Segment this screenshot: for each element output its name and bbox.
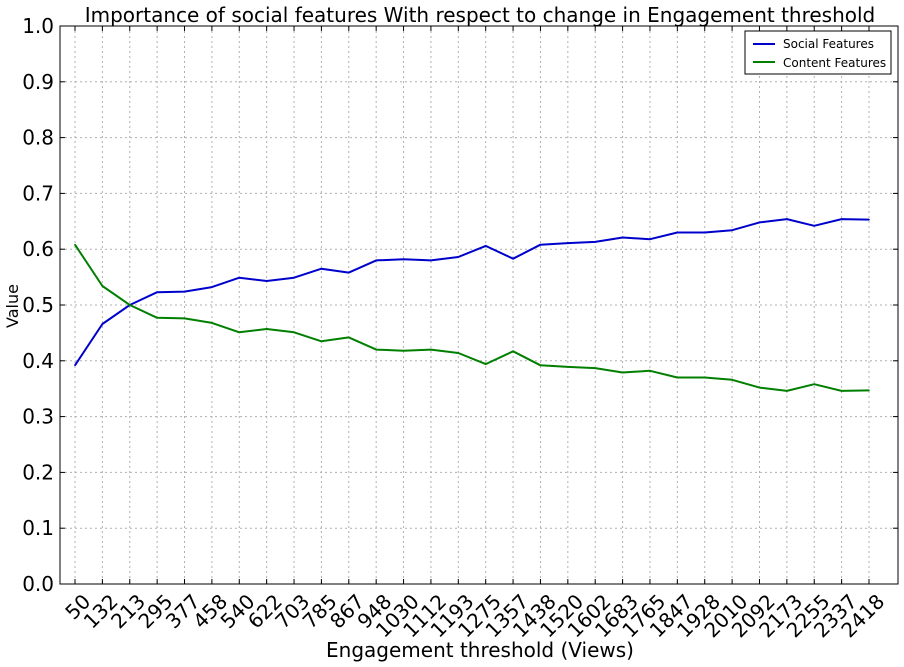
y-tick-label: 1.0 bbox=[22, 14, 54, 38]
data-point-social-features bbox=[375, 259, 377, 262]
data-point-content-features bbox=[567, 366, 569, 368]
data-point-social-features bbox=[786, 218, 788, 220]
grid-lines bbox=[60, 26, 898, 584]
data-point-social-features bbox=[840, 218, 843, 220]
data-point-social-features bbox=[320, 267, 323, 270]
y-tick-label: 0.6 bbox=[22, 237, 54, 261]
data-point-content-features bbox=[786, 390, 788, 392]
data-point-content-features bbox=[868, 389, 870, 392]
data-point-social-features bbox=[156, 291, 158, 293]
data-point-social-features bbox=[457, 256, 460, 258]
data-point-content-features bbox=[539, 364, 542, 367]
data-point-social-features bbox=[430, 259, 432, 262]
y-axis-ticks: 0.0 0.1 0.2 0.3 0.4 0.5 0.6 0.7 0.8 0.9 1.0 bbox=[22, 14, 898, 596]
legend: Social Features Content Features bbox=[744, 30, 892, 75]
x-axis-ticks: 5013221329537745854062270378586794810301… bbox=[60, 26, 889, 642]
data-point-content-features bbox=[402, 349, 405, 352]
data-point-social-features bbox=[101, 323, 104, 325]
data-point-content-features bbox=[840, 390, 843, 392]
series-lines bbox=[74, 218, 870, 392]
data-point-social-features bbox=[293, 276, 295, 279]
data-point-content-features bbox=[621, 371, 624, 374]
data-point-social-features bbox=[74, 364, 76, 367]
chart-title: Importance of social features With respe… bbox=[85, 3, 876, 27]
legend-label-content-features: Content Features bbox=[783, 56, 886, 70]
data-point-content-features bbox=[320, 340, 323, 343]
y-tick-label: 0.9 bbox=[22, 70, 54, 94]
data-point-content-features bbox=[211, 322, 213, 324]
data-point-social-features bbox=[649, 238, 651, 240]
y-tick-label: 0.7 bbox=[22, 181, 54, 205]
data-point-content-features bbox=[457, 352, 460, 354]
x-axis-label: Engagement threshold (Views) bbox=[326, 638, 634, 662]
data-point-content-features bbox=[128, 304, 131, 306]
data-point-social-features bbox=[676, 231, 679, 234]
data-point-social-features bbox=[758, 221, 761, 224]
data-point-social-features bbox=[238, 276, 241, 279]
data-point-content-features bbox=[484, 363, 487, 365]
data-point-content-features bbox=[238, 331, 241, 334]
data-point-content-features bbox=[649, 370, 651, 372]
data-point-social-features bbox=[567, 242, 569, 244]
data-point-content-features bbox=[265, 328, 268, 330]
series-line-content-features bbox=[74, 244, 870, 392]
y-tick-label: 0.4 bbox=[22, 349, 54, 373]
data-point-social-features bbox=[512, 257, 514, 260]
data-point-social-features bbox=[594, 241, 597, 243]
series-line-social-features bbox=[74, 218, 870, 366]
data-point-content-features bbox=[512, 350, 514, 353]
data-point-content-features bbox=[703, 376, 706, 379]
data-point-content-features bbox=[758, 386, 761, 389]
data-point-social-features bbox=[731, 229, 733, 232]
data-point-content-features bbox=[293, 331, 295, 334]
data-point-social-features bbox=[183, 290, 186, 293]
data-point-social-features bbox=[703, 231, 706, 234]
data-point-content-features bbox=[183, 317, 186, 320]
data-point-social-features bbox=[868, 218, 870, 221]
data-point-content-features bbox=[676, 376, 679, 379]
y-tick-label: 0.3 bbox=[22, 405, 54, 429]
legend-box bbox=[744, 30, 892, 75]
y-tick-label: 0.5 bbox=[22, 293, 54, 317]
data-point-social-features bbox=[539, 243, 542, 246]
data-point-content-features bbox=[101, 285, 104, 287]
y-tick-label: 0.2 bbox=[22, 460, 54, 484]
y-tick-label: 0.0 bbox=[22, 572, 54, 596]
y-tick-label: 0.8 bbox=[22, 126, 54, 150]
data-point-content-features bbox=[347, 336, 350, 339]
y-tick-label: 0.1 bbox=[22, 516, 54, 540]
data-point-social-features bbox=[621, 236, 624, 239]
data-point-social-features bbox=[484, 245, 487, 247]
data-point-social-features bbox=[211, 286, 213, 288]
data-point-social-features bbox=[265, 280, 268, 282]
data-point-content-features bbox=[156, 317, 158, 319]
y-axis-label: Value bbox=[3, 284, 22, 328]
data-point-content-features bbox=[74, 243, 76, 246]
data-point-content-features bbox=[731, 378, 733, 381]
data-point-social-features bbox=[813, 224, 816, 227]
data-point-content-features bbox=[813, 383, 816, 386]
data-point-content-features bbox=[430, 348, 432, 351]
legend-label-social-features: Social Features bbox=[783, 37, 874, 51]
data-point-social-features bbox=[402, 258, 405, 261]
data-point-content-features bbox=[594, 367, 597, 369]
data-point-social-features bbox=[347, 271, 350, 274]
data-point-content-features bbox=[375, 348, 377, 351]
